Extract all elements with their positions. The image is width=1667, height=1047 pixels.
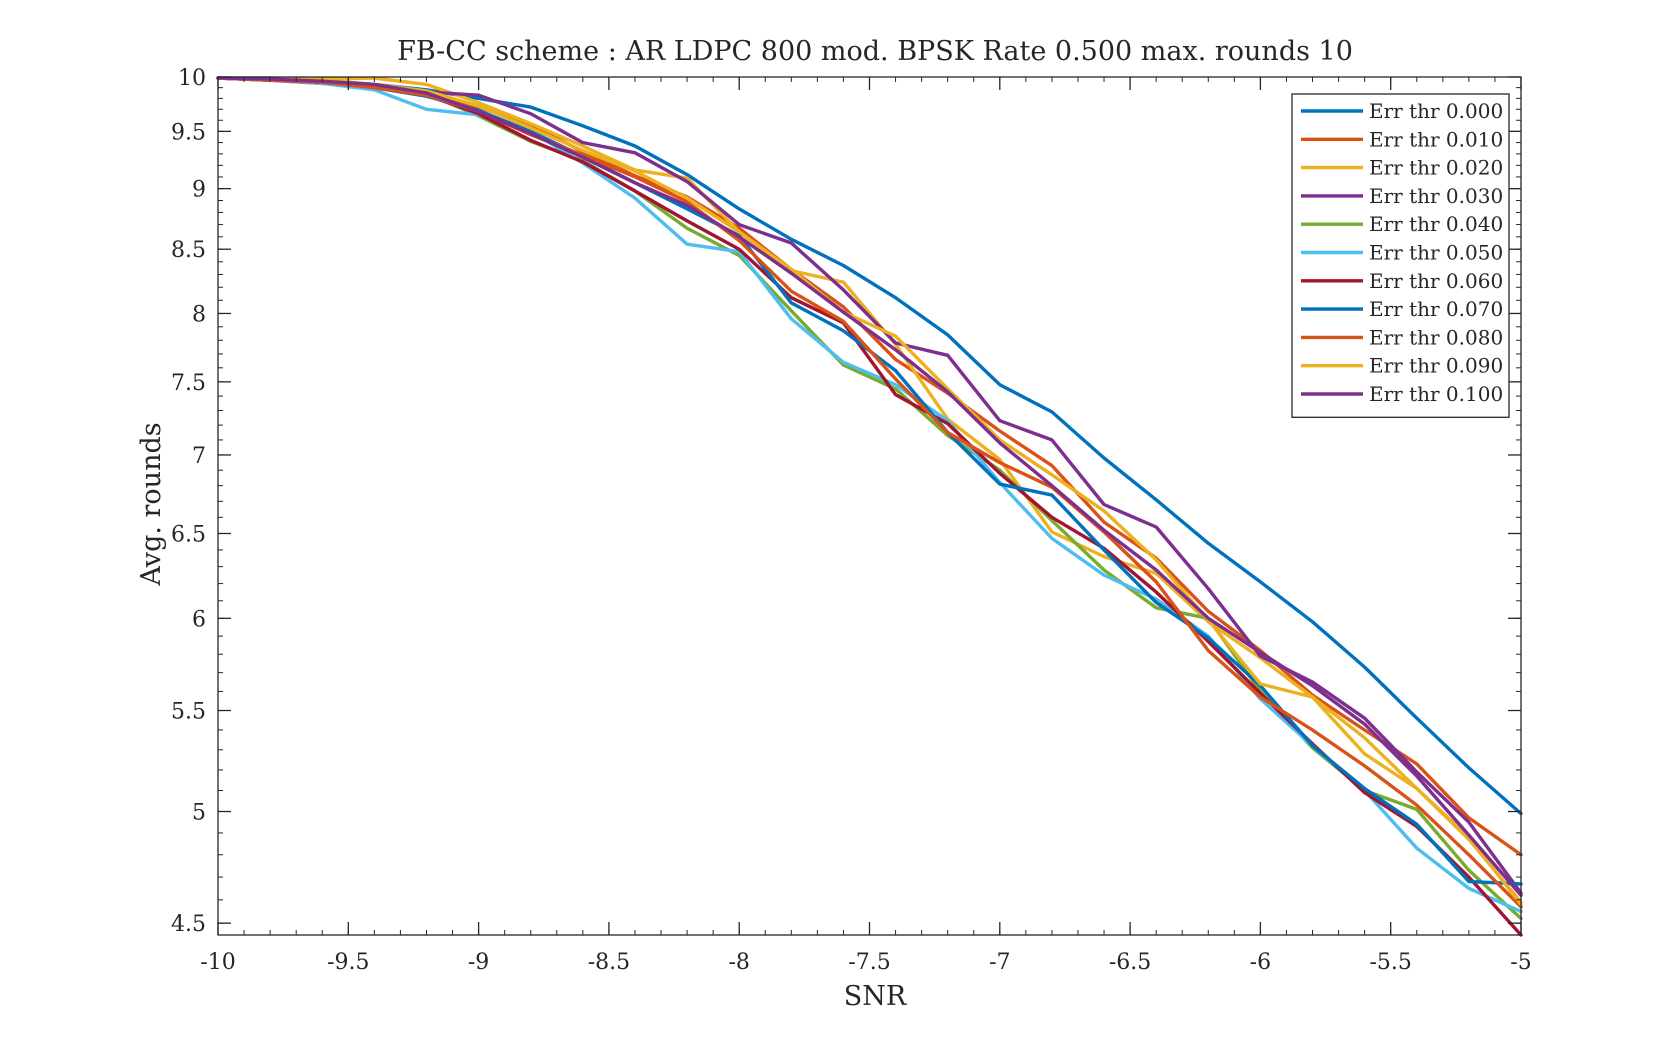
legend: Err thr 0.000 Err thr 0.010 Err thr 0.020 E… [1291,93,1510,418]
legend-box [1291,93,1510,418]
y-tick-label: 4.5 [171,912,206,937]
x-tick-label: -7.5 [848,950,890,975]
legend-label-8: Err thr 0.080 [1369,325,1503,349]
x-tick-label: -5.5 [1369,950,1411,975]
y-tick-label: 5 [192,801,206,826]
chart-title: FB-CC scheme : AR LDPC 800 mod. BPSK Rat… [397,36,1353,67]
legend-label-3: Err thr 0.030 [1369,184,1503,208]
y-tick-label: 9 [192,178,206,203]
tick-layer: -10 -9.5 -9 -8.5 -8 -7.5 -7 -6.5 -6 -5.5 -5 4.5 5 5.5… [171,66,1532,975]
x-tick-label: -8 [728,950,749,975]
x-tick-label: -9.5 [327,950,369,975]
x-tick-label: -6 [1250,950,1271,975]
x-tick-label: -6.5 [1109,950,1151,975]
x-tick-label: -8.5 [588,950,630,975]
x-tick-label: -7 [989,950,1010,975]
series-line-2 [216,76,1523,904]
x-tick-label: -10 [200,950,235,975]
x-tick-label: -5 [1510,950,1531,975]
x-axis-label: SNR [844,981,907,1012]
legend-label-1: Err thr 0.010 [1369,127,1503,151]
series-line-10 [216,76,1523,897]
y-axis-label: Avg. rounds [136,422,167,586]
legend-label-10: Err thr 0.100 [1369,382,1503,406]
legend-label-7: Err thr 0.070 [1369,297,1503,321]
legend-label-5: Err thr 0.050 [1369,241,1503,265]
series-line-8 [216,76,1523,909]
legend-label-9: Err thr 0.090 [1369,354,1503,378]
legend-label-2: Err thr 0.020 [1369,156,1503,180]
x-tick-label: -9 [468,950,489,975]
y-tick-label: 7 [192,444,206,469]
series-layer [216,76,1523,937]
y-tick-label: 6 [192,607,206,632]
y-tick-label: 7.5 [171,371,206,396]
y-tick-label: 8 [192,302,206,327]
series-line-9 [216,76,1523,907]
y-tick-label: 10 [178,66,206,91]
legend-label-6: Err thr 0.060 [1369,269,1503,293]
y-tick-label: 6.5 [171,522,206,547]
legend-label-0: Err thr 0.000 [1369,99,1503,123]
y-tick-label: 5.5 [171,700,206,725]
y-tick-label: 8.5 [171,238,206,263]
legend-label-4: Err thr 0.040 [1369,212,1503,236]
y-tick-label: 9.5 [171,120,206,145]
